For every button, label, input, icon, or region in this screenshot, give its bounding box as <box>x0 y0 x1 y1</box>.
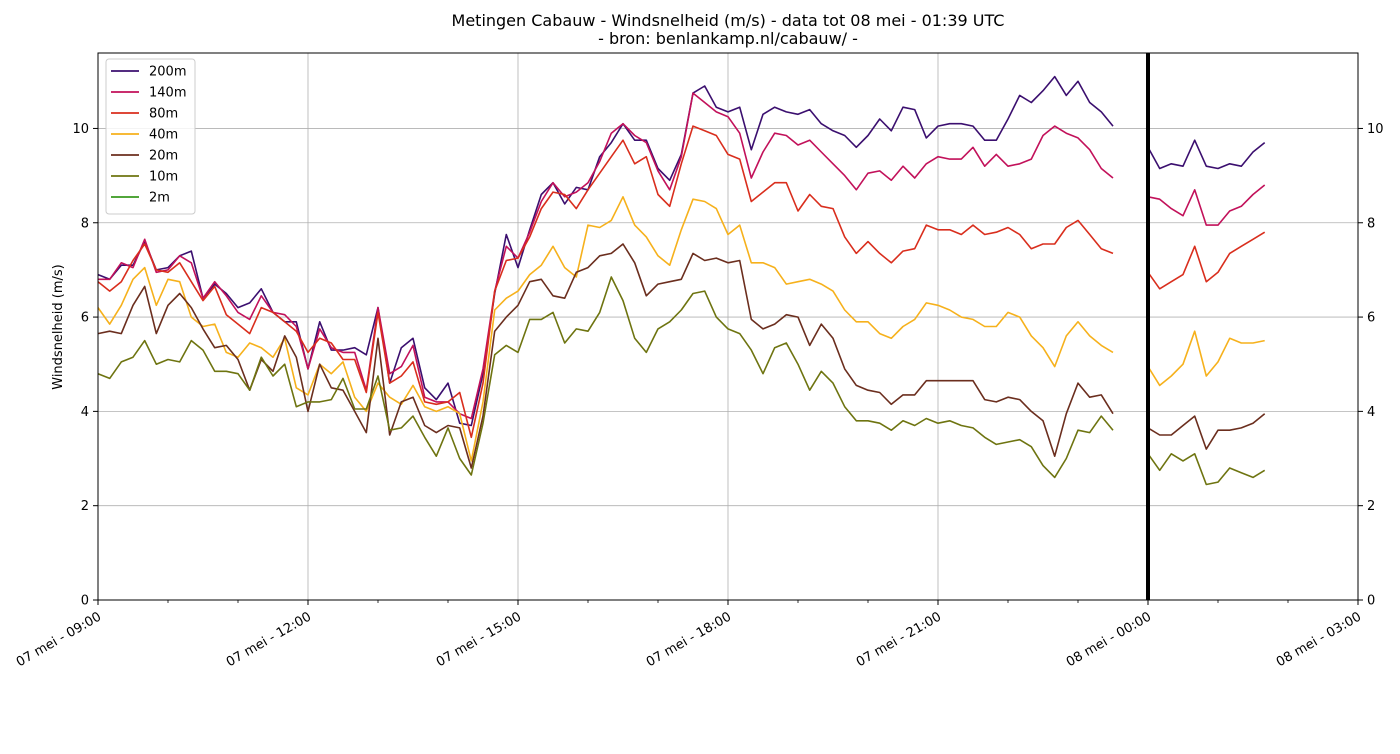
legend-label-2m: 2m <box>149 191 170 206</box>
x-tick-label: 08 mei - 03:00 <box>1274 609 1364 670</box>
y-tick-label-left: 0 <box>81 594 89 609</box>
legend: 200m 140m 80m 40m 20m 10m 2m <box>105 58 196 215</box>
series-line-20m <box>1147 413 1266 450</box>
y-tick-label-right: 2 <box>1367 499 1375 514</box>
y-tick-label-right: 4 <box>1367 405 1375 420</box>
series-line-200m <box>97 75 1114 427</box>
y-axis-label: Windsnelheid (m/s) <box>51 264 66 390</box>
series-line-10m <box>1147 452 1266 486</box>
series-line-140m <box>98 92 1114 420</box>
y-tick-label-left: 10 <box>72 122 89 137</box>
series-line-200m <box>1147 139 1266 170</box>
legend-label-140m: 140m <box>149 86 186 101</box>
series-line-20m <box>97 243 1114 469</box>
x-tick-label: 07 mei - 15:00 <box>434 609 524 670</box>
legend-label-10m: 10m <box>149 170 178 185</box>
y-tick-label-left: 4 <box>81 405 89 420</box>
y-tick-label-right: 0 <box>1367 594 1375 609</box>
y-tick-label-left: 8 <box>81 216 89 231</box>
series-line-40m <box>1147 330 1265 387</box>
y-tick-label-right: 6 <box>1367 311 1375 326</box>
y-tick-label-right: 8 <box>1367 216 1375 231</box>
legend-label-200m: 200m <box>149 65 186 80</box>
chart-subtitle: - bron: benlankamp.nl/cabauw/ - <box>598 29 858 48</box>
x-tick-label: 07 mei - 12:00 <box>224 609 314 670</box>
x-tick-label: 08 mei - 00:00 <box>1064 609 1154 670</box>
x-tick-label: 07 mei - 09:00 <box>14 609 104 670</box>
y-tick-label-left: 6 <box>81 311 89 326</box>
legend-label-80m: 80m <box>149 107 178 122</box>
tick-layer: 0 0 2 2 4 4 6 6 8 8 10 10 07 mei - 09:00 07 mei - 12:… <box>14 122 1384 670</box>
grid-layer <box>98 53 1358 600</box>
series-layer <box>97 53 1266 600</box>
series-line-140m <box>1147 184 1266 226</box>
y-tick-label-left: 2 <box>81 499 89 514</box>
x-tick-label: 07 mei - 18:00 <box>644 609 734 670</box>
series-line-40m <box>97 196 1114 462</box>
y-tick-label-right: 10 <box>1367 122 1384 137</box>
series-line-10m <box>97 276 1114 479</box>
chart-title: Metingen Cabauw - Windsnelheid (m/s) - d… <box>452 11 1005 30</box>
x-tick-label: 07 mei - 21:00 <box>854 609 944 670</box>
legend-label-40m: 40m <box>149 128 178 143</box>
legend-label-20m: 20m <box>149 149 178 164</box>
series-line-80m <box>1147 231 1266 290</box>
series-line-80m <box>97 125 1114 439</box>
